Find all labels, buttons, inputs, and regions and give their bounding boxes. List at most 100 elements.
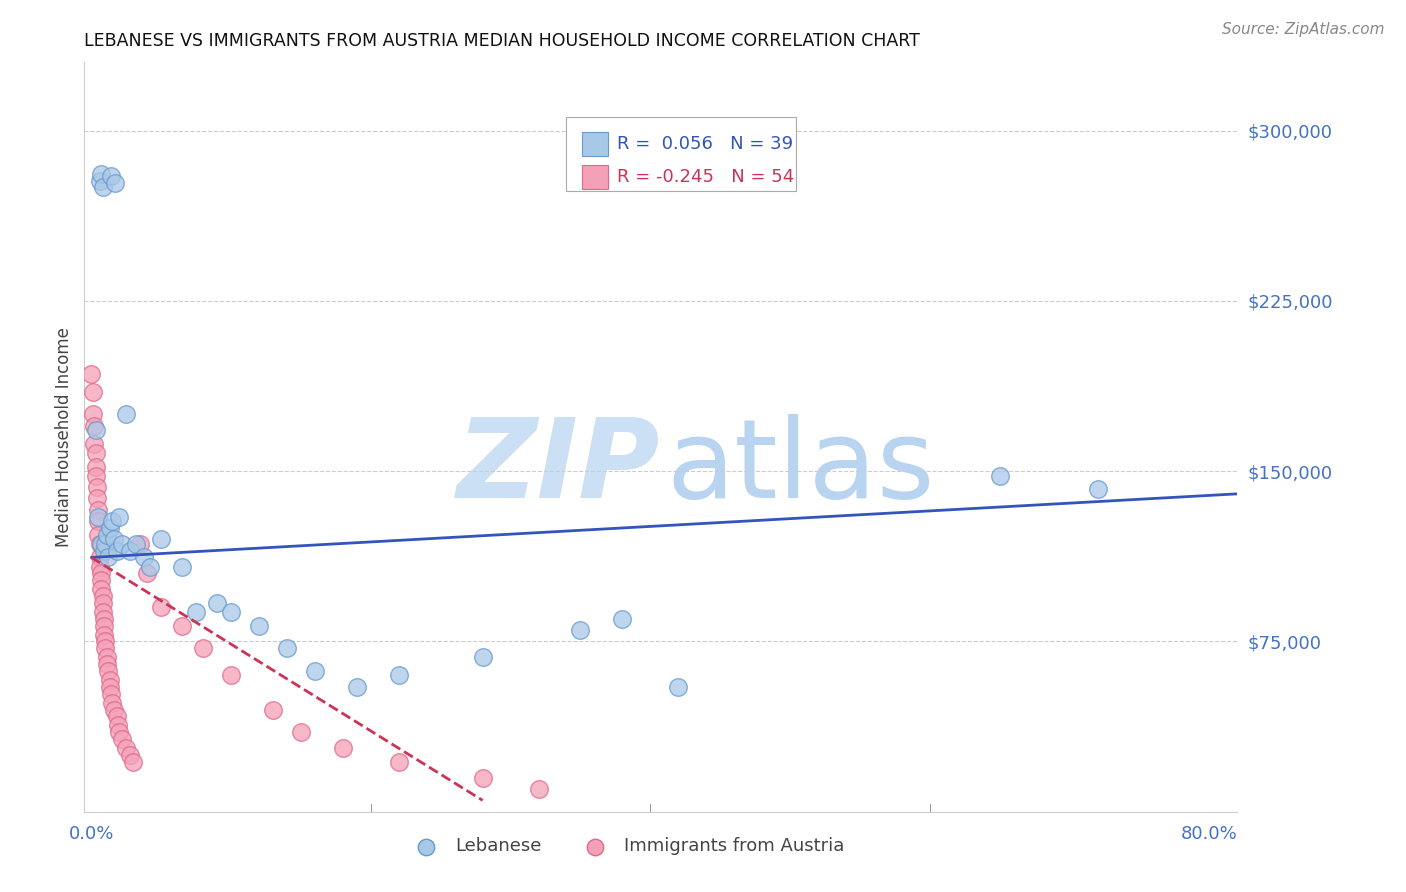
Point <box>569 623 592 637</box>
Point <box>91 605 114 619</box>
Point <box>97 550 120 565</box>
Point <box>84 468 107 483</box>
Point <box>101 696 124 710</box>
Point <box>90 582 112 597</box>
Point <box>89 550 111 565</box>
Point <box>96 527 118 541</box>
Point <box>304 664 326 678</box>
FancyBboxPatch shape <box>582 131 607 155</box>
Point <box>388 668 411 682</box>
Point <box>100 687 122 701</box>
Point <box>90 167 112 181</box>
Point <box>139 559 162 574</box>
Point <box>120 543 142 558</box>
Point <box>108 725 131 739</box>
Point <box>129 537 152 551</box>
Point <box>93 618 115 632</box>
Legend: Lebanese, Immigrants from Austria: Lebanese, Immigrants from Austria <box>401 830 852 863</box>
Point <box>105 543 128 558</box>
Point <box>612 612 634 626</box>
Point <box>136 566 159 581</box>
Point <box>89 173 111 187</box>
Point <box>103 533 125 547</box>
Point <box>105 709 128 723</box>
Point <box>115 408 138 422</box>
Point <box>94 537 117 551</box>
Point <box>122 755 145 769</box>
Point <box>84 459 107 474</box>
Point <box>219 668 242 682</box>
Point <box>988 468 1011 483</box>
Point <box>82 408 104 422</box>
Point <box>1087 483 1109 497</box>
Point <box>90 573 112 587</box>
Point <box>90 537 112 551</box>
Point <box>290 725 312 739</box>
Point <box>91 596 114 610</box>
Text: Source: ZipAtlas.com: Source: ZipAtlas.com <box>1222 22 1385 37</box>
Point <box>108 509 131 524</box>
Point <box>666 680 689 694</box>
Point <box>93 627 115 641</box>
Point <box>115 741 138 756</box>
Point <box>91 589 114 603</box>
Point <box>84 446 107 460</box>
Point <box>94 641 117 656</box>
Point <box>247 618 270 632</box>
Point <box>120 747 142 762</box>
Point <box>83 437 105 451</box>
Point <box>125 537 148 551</box>
Point <box>83 418 105 433</box>
Text: atlas: atlas <box>666 414 935 521</box>
Y-axis label: Median Household Income: Median Household Income <box>55 327 73 547</box>
Point <box>98 673 121 687</box>
Point <box>87 509 110 524</box>
Point <box>332 741 354 756</box>
Point <box>191 641 214 656</box>
Point <box>111 732 134 747</box>
Point <box>172 618 194 632</box>
Point <box>86 480 108 494</box>
Point <box>103 702 125 716</box>
FancyBboxPatch shape <box>567 117 796 191</box>
Point <box>172 559 194 574</box>
Point <box>205 596 228 610</box>
FancyBboxPatch shape <box>582 165 607 189</box>
Point <box>134 550 156 565</box>
Point <box>346 680 368 694</box>
Text: ZIP: ZIP <box>457 414 661 521</box>
Point <box>98 680 121 694</box>
Point <box>89 559 111 574</box>
Point <box>107 718 129 732</box>
Text: LEBANESE VS IMMIGRANTS FROM AUSTRIA MEDIAN HOUSEHOLD INCOME CORRELATION CHART: LEBANESE VS IMMIGRANTS FROM AUSTRIA MEDI… <box>84 32 921 50</box>
Point <box>276 641 298 656</box>
Point <box>262 702 284 716</box>
Point <box>100 169 122 183</box>
Point <box>86 491 108 506</box>
Point <box>104 176 127 190</box>
Point <box>388 755 411 769</box>
Point <box>186 605 208 619</box>
Text: R =  0.056   N = 39: R = 0.056 N = 39 <box>617 135 793 153</box>
Point <box>87 514 110 528</box>
Point <box>87 527 110 541</box>
Point <box>219 605 242 619</box>
Point <box>111 537 134 551</box>
Point <box>96 650 118 665</box>
Point <box>94 634 117 648</box>
Point <box>471 771 494 785</box>
Text: R = -0.245   N = 54: R = -0.245 N = 54 <box>617 168 794 186</box>
Point <box>471 650 494 665</box>
Point <box>84 423 107 437</box>
Point <box>93 612 115 626</box>
Point <box>150 533 173 547</box>
Point <box>97 664 120 678</box>
Point <box>101 514 124 528</box>
Point <box>91 180 114 194</box>
Point <box>150 600 173 615</box>
Point <box>98 521 121 535</box>
Point <box>80 367 103 381</box>
Point <box>93 543 115 558</box>
Point <box>87 502 110 516</box>
Point <box>82 384 104 399</box>
